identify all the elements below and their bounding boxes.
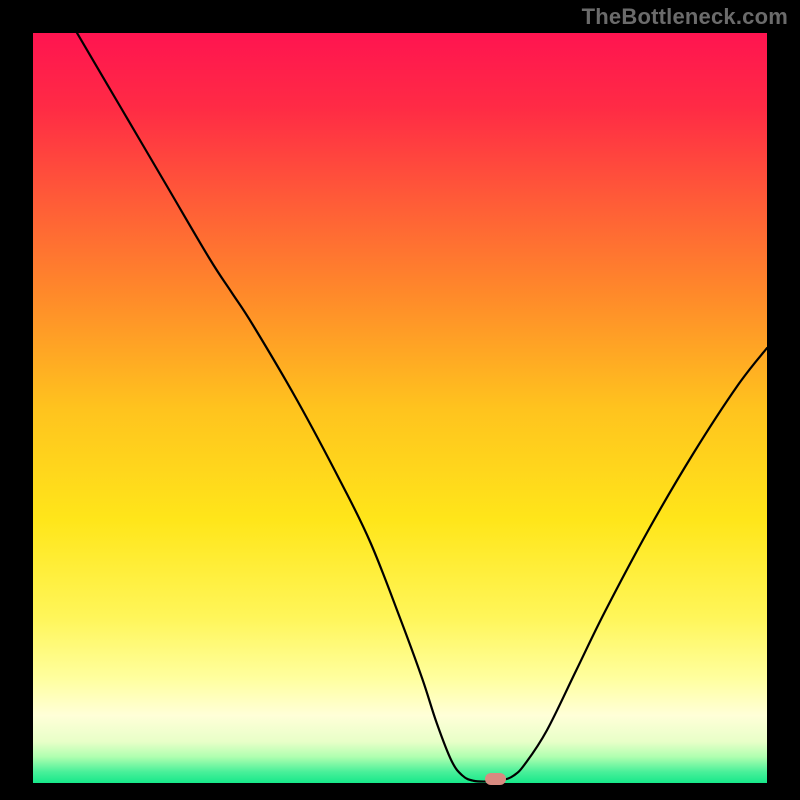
optimal-point-marker [485,773,506,785]
watermark-text: TheBottleneck.com [582,4,788,30]
bottleneck-curve [33,33,767,783]
plot-area [33,33,767,783]
chart-frame: TheBottleneck.com [0,0,800,800]
